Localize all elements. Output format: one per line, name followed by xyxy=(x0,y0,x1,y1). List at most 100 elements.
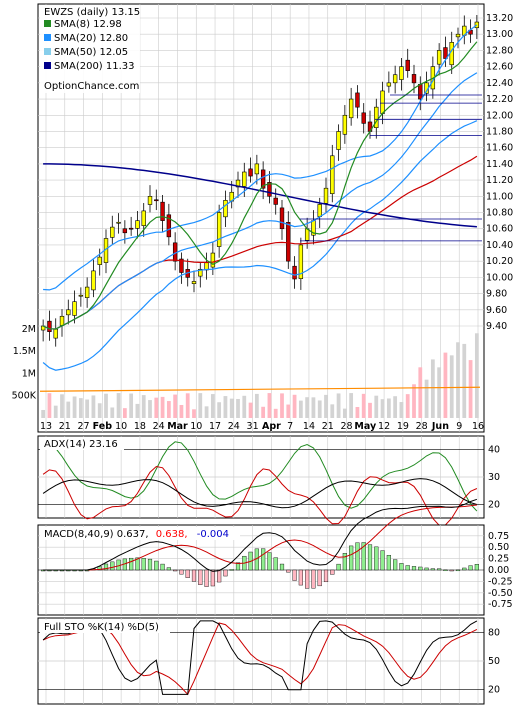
stochastic-tick-label: 50 xyxy=(488,656,500,667)
macd-hist-bar xyxy=(223,569,228,577)
volume-bar xyxy=(179,404,184,418)
macd-hist-bar xyxy=(166,567,171,571)
macd-hist-bar xyxy=(380,550,385,571)
candle-body xyxy=(166,214,172,238)
macd-hist-bar xyxy=(437,568,442,571)
price-tick-label: 10.40 xyxy=(486,240,513,251)
macd-hist-bar xyxy=(173,569,178,572)
candle-body xyxy=(160,201,165,221)
candle-body xyxy=(141,210,146,227)
macd-hist-bar xyxy=(298,569,303,586)
candle-body xyxy=(116,221,121,224)
candle-body xyxy=(336,131,341,150)
x-tick-label: 21 xyxy=(322,421,334,432)
price-tick-label: 10.60 xyxy=(486,224,513,235)
price-tick-label: 12.00 xyxy=(486,110,513,121)
macd-hist-bar xyxy=(399,563,404,571)
candle-body xyxy=(317,204,322,217)
candle-body xyxy=(418,84,423,100)
legend-swatch xyxy=(44,48,51,55)
x-axis-labels: 13 21 27 Feb 10 18 24 Mar 10 17 24 31 Apr 7 14 21 28 May 1… xyxy=(40,421,484,432)
volume-bar xyxy=(166,401,171,418)
macd-hist-bar xyxy=(323,569,329,583)
watermark: OptionChance.com xyxy=(44,81,139,92)
volume-bar xyxy=(91,395,96,418)
price-tick-label: 13.20 xyxy=(486,13,513,24)
candle-body xyxy=(110,226,115,238)
volume-bar xyxy=(141,395,146,418)
macd-hist-bar xyxy=(279,563,285,571)
x-tick-label: Jun xyxy=(431,421,449,432)
x-tick-label: May xyxy=(354,421,377,432)
price-tick-label: 9.80 xyxy=(486,289,507,300)
volume-bars xyxy=(39,333,481,418)
candle-body xyxy=(97,256,102,265)
macd-hist-bar xyxy=(160,563,165,571)
volume-bar xyxy=(474,333,479,418)
macd-tick-label: 0.25 xyxy=(488,554,509,565)
adx-tick-label: 20 xyxy=(488,499,500,510)
volume-bar xyxy=(198,393,203,418)
macd-tick-label: 0.00 xyxy=(488,565,509,576)
x-tick-label: 14 xyxy=(303,421,315,432)
macd-hist-bar xyxy=(336,563,341,571)
macd-hist-bar xyxy=(367,544,373,571)
x-tick-label: 10 xyxy=(190,421,202,432)
adx-line xyxy=(42,478,478,509)
price-tick-label: 10.80 xyxy=(486,208,513,219)
bollinger-lower xyxy=(42,120,478,371)
x-tick-label: 17 xyxy=(209,421,221,432)
candle-body xyxy=(267,182,272,197)
legend-label: SMA(8) 12.98 xyxy=(54,19,122,30)
macd-hist-bar xyxy=(191,569,197,582)
candle-body xyxy=(455,33,461,38)
x-tick-label: 28 xyxy=(340,421,352,432)
macd-hist-bar xyxy=(443,569,448,572)
legend-label: SMA(20) 12.80 xyxy=(54,33,128,44)
candle-body xyxy=(122,228,128,234)
volume-bar xyxy=(210,394,215,418)
macd-line xyxy=(43,498,478,572)
macd-hist-bar xyxy=(311,569,316,589)
x-tick-label: Mar xyxy=(167,421,188,432)
volume-bar xyxy=(47,393,52,418)
macd-tick-label: -0.50 xyxy=(488,588,513,599)
macd-hist-bar xyxy=(355,542,360,571)
price-tick-label: 11.80 xyxy=(486,126,513,137)
minus-di-line xyxy=(42,465,478,526)
price-tick-label: 9.60 xyxy=(486,305,507,316)
volume-bar xyxy=(456,342,460,418)
volume-bar xyxy=(430,359,435,418)
candle-body xyxy=(47,320,52,332)
candle-body xyxy=(59,315,65,326)
candle-body xyxy=(242,171,247,187)
candle-body xyxy=(135,220,140,229)
x-tick-label: 7 xyxy=(287,421,293,432)
x-tick-label: 13 xyxy=(40,421,52,432)
candle-body xyxy=(78,294,84,297)
volume-bar xyxy=(468,360,473,418)
macd-hist-bar xyxy=(474,564,479,571)
candle-body xyxy=(216,212,222,247)
adx-title: ADX(14) 23.16 xyxy=(44,439,118,450)
candle-body xyxy=(374,106,379,128)
candle-body xyxy=(84,286,90,298)
macd-value-2: -0.004 xyxy=(197,529,229,540)
x-tick-label: 24 xyxy=(228,421,240,432)
macd-hist-bar xyxy=(468,565,473,571)
adx-tick-label: 30 xyxy=(488,472,500,483)
candle-body xyxy=(273,197,278,205)
stochastic-tick-label: 20 xyxy=(488,685,500,696)
support-lines xyxy=(300,94,482,242)
candle-body xyxy=(449,42,454,66)
stochastic-title: Full STO %K(14) %D(5) xyxy=(44,622,159,633)
macd-hist-bar xyxy=(393,559,398,571)
candle-body xyxy=(323,187,329,204)
legend-box xyxy=(40,5,140,93)
volume-bar xyxy=(204,406,209,418)
volume-tick-label: 1.5M xyxy=(13,346,36,357)
legend-label: SMA(200) 11.33 xyxy=(54,61,135,72)
volume-bar xyxy=(110,407,115,418)
volume-bar xyxy=(129,393,134,418)
macd-hist-bar xyxy=(292,569,297,581)
